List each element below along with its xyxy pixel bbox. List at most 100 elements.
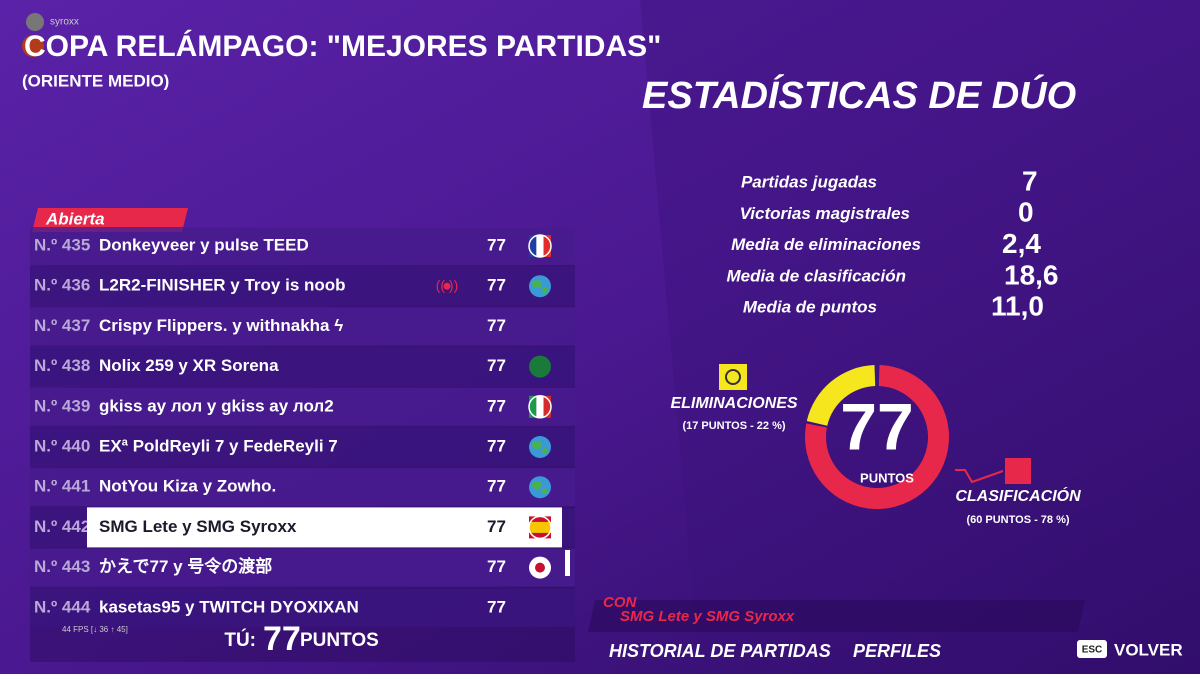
flag-ring bbox=[528, 515, 552, 540]
total-points: 77 bbox=[840, 389, 913, 463]
flag-stripe bbox=[529, 235, 537, 257]
row[interactable]: N.º 444 kasetas95 y TWITCH DYOXIXAN 77 bbox=[30, 588, 575, 627]
elim-detail: (17 PUNTOS - 22 %) bbox=[682, 420, 785, 432]
stat-label: Media de eliminaciones bbox=[731, 235, 921, 254]
rank: N.º 439 bbox=[34, 396, 90, 415]
stat-label: Victorias magistrales bbox=[740, 204, 910, 223]
points: 77 bbox=[487, 597, 506, 616]
flag-land bbox=[542, 488, 548, 495]
back-button[interactable]: VOLVER bbox=[1114, 640, 1183, 659]
placement-label: CLASIFICACIÓN bbox=[955, 486, 1081, 505]
row[interactable]: N.º 435 Donkeyveer y pulse TEED 77 bbox=[30, 227, 575, 265]
flag-land bbox=[532, 481, 542, 490]
trophy-icon bbox=[1005, 458, 1031, 484]
stat-value: 11,0 bbox=[991, 291, 1044, 322]
eliminations-arc bbox=[806, 365, 876, 426]
rows: N.º 435 Donkeyveer y pulse TEED 77 N.º 436 L… bbox=[30, 227, 575, 627]
you-label: TÚ: bbox=[224, 629, 256, 651]
tab[interactable] bbox=[32, 208, 188, 232]
row-bg[interactable] bbox=[30, 307, 575, 346]
stats-title: ESTADÍSTICAS DE DÚO bbox=[642, 73, 1076, 117]
esc-key[interactable] bbox=[1077, 640, 1107, 658]
row[interactable]: N.º 438 Nolix 259 y XR Sorena 77 bbox=[30, 347, 575, 386]
points: 77 bbox=[487, 436, 506, 455]
avatar-icon bbox=[22, 35, 44, 57]
elim-icon bbox=[719, 364, 747, 390]
row[interactable]: N.º 443 かえで77 y 号令の渡部 77 bbox=[30, 548, 575, 587]
row[interactable]: N.º 436 L2R2-FINISHER y Troy is noob 77 (( … bbox=[30, 267, 575, 306]
points: 77 bbox=[487, 557, 506, 576]
rank: N.º 440 bbox=[34, 436, 90, 455]
team-name: kasetas95 y TWITCH DYOXIXAN bbox=[99, 597, 359, 616]
team-banner bbox=[588, 600, 1085, 632]
tab-label[interactable]: Abierta bbox=[45, 209, 105, 228]
team-name: SMG Lete y SMG Syroxx bbox=[99, 517, 297, 536]
stats: Partidas jugadas 7 Victorias magistrales 0 M… bbox=[726, 165, 1058, 321]
flag-stripe bbox=[543, 395, 551, 418]
team-name: かえで77 y 号令の渡部 bbox=[99, 556, 272, 576]
points: 77 bbox=[487, 235, 506, 254]
team-name: SMG Lete y SMG Syroxx bbox=[620, 608, 795, 625]
row-bg[interactable] bbox=[30, 347, 575, 386]
rank: N.º 436 bbox=[34, 276, 90, 295]
total-label: PUNTOS bbox=[860, 470, 914, 485]
stat-label: Partidas jugadas bbox=[741, 172, 877, 191]
team-name: NotYou Kiza y Zowho. bbox=[99, 477, 276, 496]
profiles-button[interactable]: PERFILES bbox=[853, 641, 941, 661]
stat-value: 0 bbox=[1018, 197, 1034, 228]
points: 77 bbox=[487, 316, 506, 335]
team-name: Donkeyveer y pulse TEED bbox=[99, 235, 309, 254]
row-bg[interactable] bbox=[30, 267, 575, 306]
crosshair bbox=[725, 369, 741, 385]
scrollbar bbox=[565, 550, 570, 576]
stat-label: Media de clasificación bbox=[726, 266, 906, 285]
stat-value: 2,4 bbox=[1002, 228, 1041, 259]
team-name: Nolix 259 y XR Sorena bbox=[99, 356, 279, 375]
points: 77 bbox=[487, 517, 506, 536]
team-name: Crispy Flippers. y withnakha ϟ bbox=[99, 316, 343, 335]
flag-land bbox=[542, 287, 548, 294]
row[interactable]: N.º 440 EXª PoldReyli 7 y FedeReyli 7 77 bbox=[30, 428, 575, 466]
you-unit: PUNTOS bbox=[300, 630, 379, 651]
row-bg[interactable] bbox=[30, 548, 575, 587]
rank: N.º 435 bbox=[34, 235, 90, 254]
placement-detail: (60 PUNTOS - 78 %) bbox=[966, 514, 1069, 526]
rank: N.º 438 bbox=[34, 356, 90, 375]
esc-label[interactable]: ESC bbox=[1082, 645, 1103, 656]
rank: N.º 437 bbox=[34, 316, 90, 335]
points: 77 bbox=[487, 276, 506, 295]
team-name: EXª PoldReyli 7 y FedeReyli 7 bbox=[99, 436, 338, 455]
row-highlight[interactable] bbox=[87, 507, 562, 548]
user-name: syroxx bbox=[50, 17, 79, 28]
points: 77 bbox=[487, 477, 506, 496]
row-bg[interactable] bbox=[30, 227, 575, 265]
row[interactable]: N.º 437 Crispy Flippers. y withnakha ϟ 77 bbox=[30, 307, 575, 346]
live-waves: (( )) bbox=[436, 277, 459, 293]
row-bg[interactable] bbox=[30, 428, 575, 466]
you-points: 77 bbox=[263, 620, 301, 658]
row-bg[interactable] bbox=[30, 468, 575, 507]
rank: N.º 444 bbox=[34, 597, 91, 616]
stat-label: Media de puntos bbox=[743, 298, 877, 317]
flag-stripe bbox=[529, 395, 537, 418]
history-button[interactable]: HISTORIAL DE PARTIDAS bbox=[609, 641, 831, 661]
subtitle: (ORIENTE MEDIO) bbox=[22, 71, 169, 90]
flag-ring bbox=[528, 395, 552, 419]
row-bg[interactable] bbox=[30, 387, 575, 426]
row[interactable]: N.º 442 SMG Lete y SMG Syroxx 77 bbox=[30, 507, 575, 548]
flag-land bbox=[532, 280, 542, 289]
donut bbox=[805, 365, 949, 509]
flag-dot bbox=[535, 562, 545, 573]
rank: N.º 441 bbox=[34, 477, 90, 496]
flag-ring bbox=[528, 234, 552, 258]
stat-value: 7 bbox=[1022, 165, 1038, 196]
flag-land bbox=[532, 441, 542, 449]
live-dot bbox=[443, 282, 451, 290]
points: 77 bbox=[487, 356, 506, 375]
team-name: L2R2-FINISHER y Troy is noob bbox=[99, 276, 346, 295]
row[interactable]: N.º 441 NotYou Kiza y Zowho. 77 bbox=[30, 468, 575, 507]
row-bg[interactable] bbox=[30, 588, 575, 627]
row[interactable]: N.º 439 gkiss ay лол y gkiss ay лол2 77 bbox=[30, 387, 575, 426]
flag-stripe bbox=[543, 235, 551, 257]
